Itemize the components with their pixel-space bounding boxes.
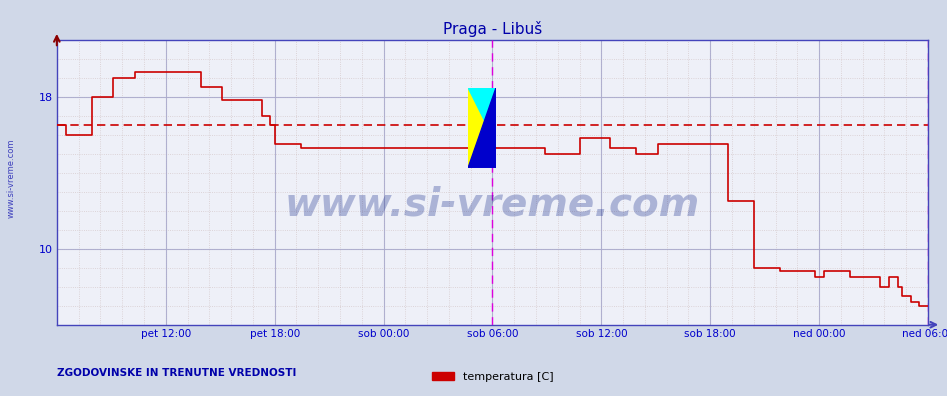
- Title: Praga - Libuš: Praga - Libuš: [443, 21, 542, 37]
- Text: www.si-vreme.com: www.si-vreme.com: [285, 186, 700, 224]
- Legend: temperatura [C]: temperatura [C]: [427, 367, 558, 386]
- Text: ZGODOVINSKE IN TRENUTNE VREDNOSTI: ZGODOVINSKE IN TRENUTNE VREDNOSTI: [57, 368, 296, 378]
- Text: www.si-vreme.com: www.si-vreme.com: [7, 139, 16, 218]
